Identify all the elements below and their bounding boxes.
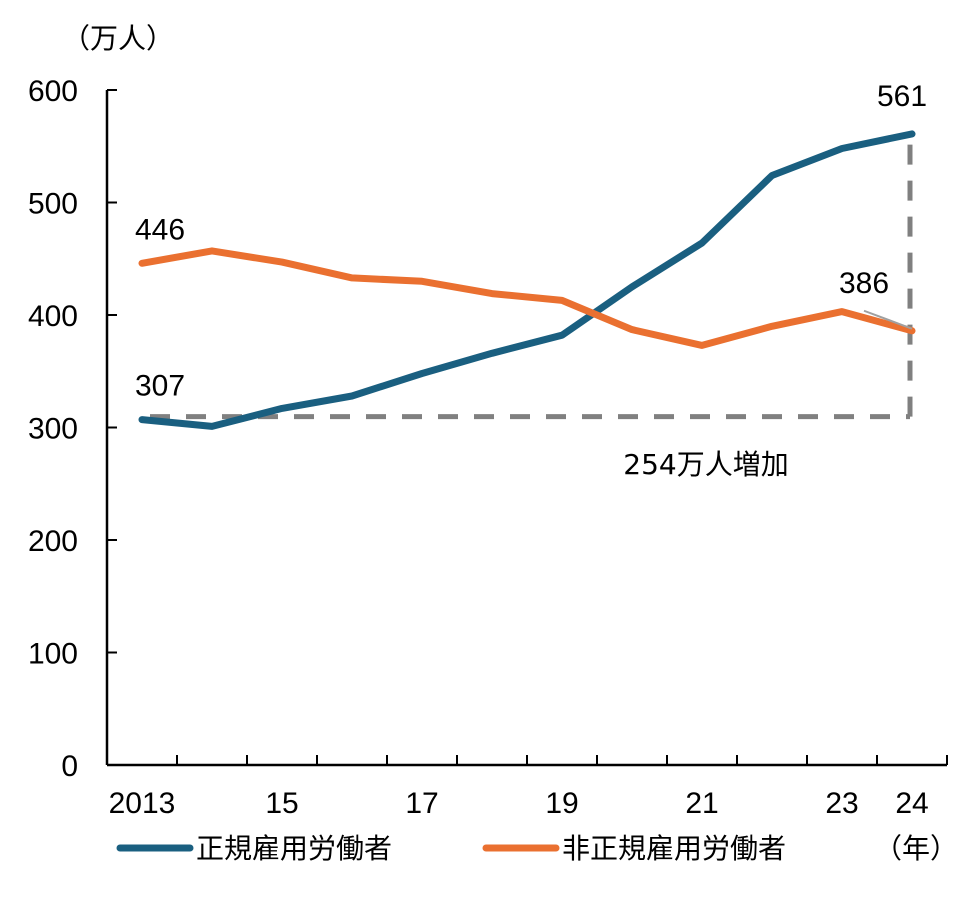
data-label: 561 — [877, 80, 927, 113]
annotation-text: 254万人増加 — [623, 448, 788, 481]
x-tick-label: 19 — [545, 787, 578, 820]
y-tick-label: 600 — [28, 75, 78, 108]
series-lines — [138, 130, 916, 430]
y-tick-label: 300 — [28, 413, 78, 446]
x-tick-label: 21 — [685, 787, 718, 820]
data-label: 446 — [135, 213, 185, 246]
data-label: 307 — [135, 370, 185, 403]
y-tick-label: 400 — [28, 300, 78, 333]
x-tick-label: 17 — [405, 787, 438, 820]
increase-annotation: 254万人増加 — [150, 143, 913, 481]
x-tick-label: 23 — [825, 787, 858, 820]
legend-label-1: 非正規雇用労働者 — [562, 832, 786, 865]
series-line-1 — [138, 247, 916, 349]
data-label: 386 — [839, 267, 889, 300]
y-tick-label: 200 — [28, 525, 78, 558]
y-tick-label: 500 — [28, 188, 78, 221]
x-tick-label: 15 — [265, 787, 298, 820]
y-axis: 0 100 200 300 400 500 600 — [28, 75, 117, 783]
x-axis: 2013 15 17 19 21 23 24 — [107, 755, 948, 820]
y-tick-label: 0 — [61, 750, 78, 783]
legend-label-0: 正規雇用労働者 — [196, 832, 392, 865]
legend: 正規雇用労働者 非正規雇用労働者 — [116, 832, 786, 865]
y-tick-label: 100 — [28, 638, 78, 671]
y-axis-unit-label: （万人） — [62, 22, 174, 55]
x-tick-label: 2013 — [109, 787, 176, 820]
series-line-0 — [138, 130, 916, 430]
x-tick-label: 24 — [895, 787, 928, 820]
x-axis-unit-label: （年） — [874, 832, 958, 865]
data-labels: 307 561 446 386 — [135, 80, 927, 403]
data-label-leader-line — [863, 309, 913, 330]
